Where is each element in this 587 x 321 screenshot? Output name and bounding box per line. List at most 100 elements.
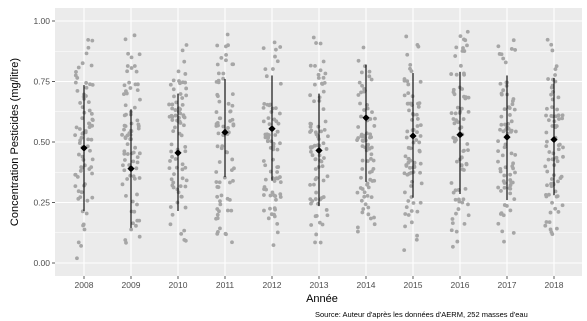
data-point (218, 226, 222, 231)
data-point (317, 220, 322, 225)
data-point (509, 180, 514, 185)
data-point (508, 208, 513, 213)
data-point (451, 87, 456, 92)
data-point (218, 202, 223, 207)
data-point (362, 89, 366, 94)
data-point (124, 89, 128, 94)
data-point (357, 80, 362, 85)
data-point (178, 92, 183, 96)
data-point (359, 175, 363, 180)
data-point (408, 66, 412, 71)
data-point (228, 180, 232, 185)
data-point (308, 197, 313, 202)
data-point (278, 195, 283, 199)
data-point (121, 92, 126, 97)
data-point (417, 148, 422, 153)
data-point (544, 220, 549, 224)
data-point (407, 108, 411, 113)
data-point (263, 163, 268, 168)
x-axis-title: Année (306, 293, 338, 305)
data-point (173, 108, 178, 112)
data-point (131, 221, 135, 226)
data-point (418, 79, 423, 84)
data-point (81, 223, 85, 228)
data-point (459, 63, 463, 68)
data-point (179, 231, 184, 236)
data-point (321, 141, 326, 146)
data-point (313, 167, 318, 171)
y-tick-label: 1.00 (33, 16, 50, 26)
data-point (231, 122, 236, 127)
data-point (83, 129, 88, 133)
y-tick-label: 0.75 (33, 77, 50, 87)
data-point (137, 52, 142, 57)
data-point (128, 173, 133, 178)
data-point (556, 210, 561, 214)
data-point (406, 91, 411, 96)
data-point (313, 157, 318, 161)
data-point (78, 168, 83, 173)
data-point (182, 228, 187, 233)
data-point (75, 256, 79, 261)
x-tick-label: 2011 (216, 280, 235, 290)
data-point (174, 100, 179, 105)
data-point (273, 54, 277, 59)
data-point (88, 82, 92, 87)
data-point (268, 193, 273, 198)
data-point (313, 214, 318, 219)
data-point (510, 99, 515, 103)
data-point (556, 113, 561, 118)
data-point (320, 82, 325, 86)
data-point (402, 171, 407, 176)
data-point (261, 46, 266, 51)
data-point (215, 144, 220, 149)
data-point (77, 141, 82, 146)
data-point (402, 78, 407, 83)
data-point (74, 69, 78, 74)
data-point (508, 113, 512, 117)
data-point (500, 153, 505, 158)
mean-marker (550, 135, 558, 144)
data-point (367, 74, 372, 79)
data-point (135, 160, 140, 165)
data-point (122, 127, 126, 132)
data-point (226, 126, 230, 130)
data-point (418, 161, 423, 166)
data-point (177, 119, 182, 124)
data-point (418, 200, 423, 205)
data-point (372, 222, 377, 227)
data-point (84, 211, 89, 216)
data-point (177, 79, 181, 83)
data-point (409, 101, 413, 106)
data-point (550, 105, 554, 110)
data-point (126, 51, 130, 56)
data-point (261, 159, 266, 163)
data-point (556, 95, 561, 100)
data-point (463, 96, 468, 101)
data-point (79, 190, 84, 195)
data-point (554, 64, 559, 69)
data-point (89, 137, 94, 142)
data-point (169, 149, 174, 154)
data-point (508, 186, 513, 191)
data-point (308, 63, 313, 68)
data-point (264, 74, 269, 79)
data-point (556, 179, 560, 184)
data-point (272, 177, 277, 181)
data-point (509, 119, 514, 124)
data-point (418, 170, 422, 175)
data-point (137, 218, 142, 223)
data-point (318, 240, 323, 245)
data-point (512, 107, 517, 112)
data-point (84, 51, 89, 56)
data-point (409, 209, 414, 213)
data-point (355, 190, 360, 195)
data-point (311, 35, 316, 40)
data-point (80, 131, 85, 136)
data-point (459, 163, 464, 168)
data-point (322, 156, 326, 160)
data-point (230, 92, 235, 97)
data-point (275, 221, 280, 226)
data-point (502, 145, 507, 150)
data-point (215, 194, 220, 199)
